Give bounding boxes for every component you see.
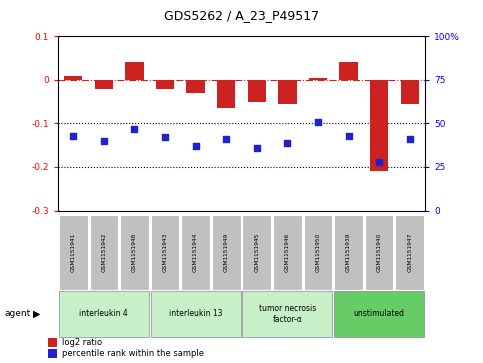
Text: log2 ratio: log2 ratio (62, 338, 102, 347)
Point (222, 136, 230, 142)
Text: tumor necrosis
factor-α: tumor necrosis factor-α (259, 304, 316, 324)
Point (130, 126, 138, 131)
Point (314, 119, 322, 125)
Bar (309, 78, 327, 80)
Point (100, 138, 108, 144)
Text: GSM1151943: GSM1151943 (162, 233, 168, 272)
Bar (217, 80, 235, 108)
Bar (125, 62, 143, 80)
Text: GSM1151950: GSM1151950 (315, 233, 321, 272)
Point (375, 159, 383, 165)
Bar (64, 76, 83, 80)
Bar (278, 80, 297, 104)
Text: GSM1151945: GSM1151945 (254, 233, 259, 272)
Text: GSM1151944: GSM1151944 (193, 233, 198, 272)
Text: GSM1151939: GSM1151939 (346, 233, 351, 272)
Bar (340, 62, 358, 80)
Point (284, 140, 291, 146)
Text: GSM1151940: GSM1151940 (377, 233, 382, 272)
Text: GSM1151948: GSM1151948 (132, 233, 137, 272)
Point (345, 133, 353, 139)
Bar (370, 80, 388, 171)
Bar (400, 80, 419, 104)
Point (253, 145, 261, 151)
Bar (95, 80, 113, 89)
Point (161, 134, 169, 140)
Bar (248, 80, 266, 102)
Text: GSM1151941: GSM1151941 (71, 233, 76, 272)
Bar (186, 80, 205, 93)
Text: percentile rank within the sample: percentile rank within the sample (62, 349, 204, 358)
Bar (156, 80, 174, 89)
Text: GSM1151949: GSM1151949 (224, 233, 229, 272)
Text: ▶: ▶ (32, 309, 40, 319)
Text: GSM1151947: GSM1151947 (407, 233, 412, 272)
Text: interleukin 4: interleukin 4 (80, 310, 128, 318)
Text: GDS5262 / A_23_P49517: GDS5262 / A_23_P49517 (164, 9, 319, 22)
Point (70, 133, 77, 139)
Point (406, 136, 413, 142)
Text: GSM1151946: GSM1151946 (285, 233, 290, 272)
Text: GSM1151942: GSM1151942 (101, 233, 106, 272)
Point (192, 143, 199, 149)
Text: interleukin 13: interleukin 13 (169, 310, 222, 318)
Text: agent: agent (5, 310, 31, 318)
Text: unstimulated: unstimulated (354, 310, 405, 318)
